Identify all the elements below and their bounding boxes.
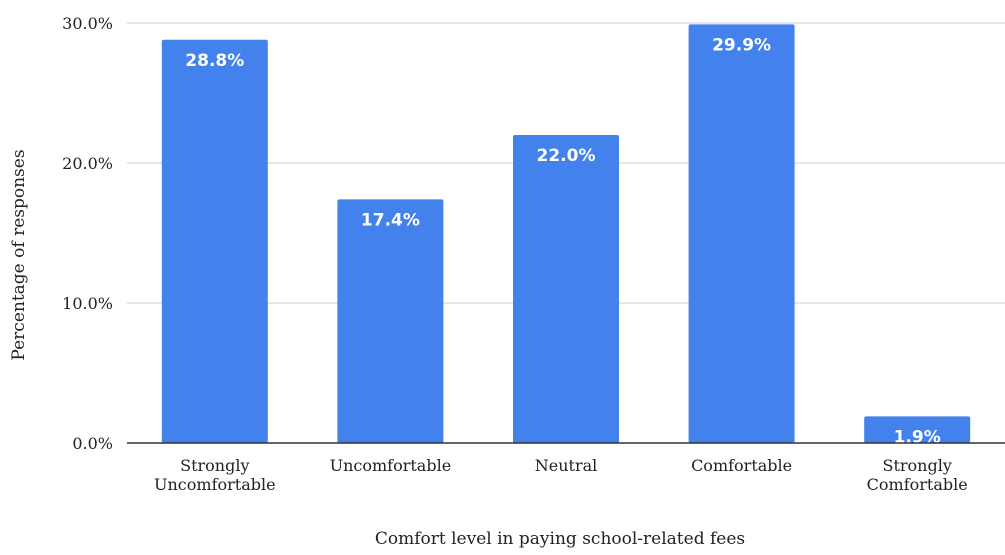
category-label: Comfortable: [691, 456, 792, 475]
data-label: 22.0%: [537, 146, 596, 166]
bar: [161, 39, 268, 444]
category-label-line: Comfortable: [867, 475, 968, 494]
bar: [864, 416, 971, 443]
category-label-line: Uncomfortable: [154, 475, 276, 494]
data-label: 1.9%: [894, 427, 941, 447]
category-label: Neutral: [535, 456, 598, 475]
y-tick-label: 20.0%: [62, 154, 113, 173]
bar: [513, 135, 619, 443]
category-label-line: Comfortable: [691, 456, 792, 475]
y-axis-ticks: 0.0% 10.0% 20.0% 30.0%: [62, 14, 113, 453]
category-label-line: Strongly: [180, 456, 249, 475]
y-tick-label: 0.0%: [72, 434, 113, 453]
data-label: 29.9%: [712, 35, 771, 55]
category-label: Uncomfortable: [330, 456, 452, 475]
category-label: Strongly Uncomfortable: [154, 456, 276, 494]
category-label-line: Uncomfortable: [330, 456, 452, 475]
bars: [161, 24, 971, 444]
y-tick-label: 10.0%: [62, 294, 113, 313]
x-axis-title: Comfort level in paying school-related f…: [375, 529, 745, 549]
bar: [337, 199, 444, 443]
y-tick-label: 30.0%: [62, 14, 113, 33]
category-label: Strongly Comfortable: [867, 456, 968, 494]
bar: [688, 24, 795, 444]
y-axis-title: Percentage of responses: [9, 149, 29, 360]
data-label: 17.4%: [361, 210, 420, 230]
category-label-line: Neutral: [535, 456, 598, 475]
data-label: 28.8%: [185, 51, 244, 71]
category-label-line: Strongly: [883, 456, 952, 475]
